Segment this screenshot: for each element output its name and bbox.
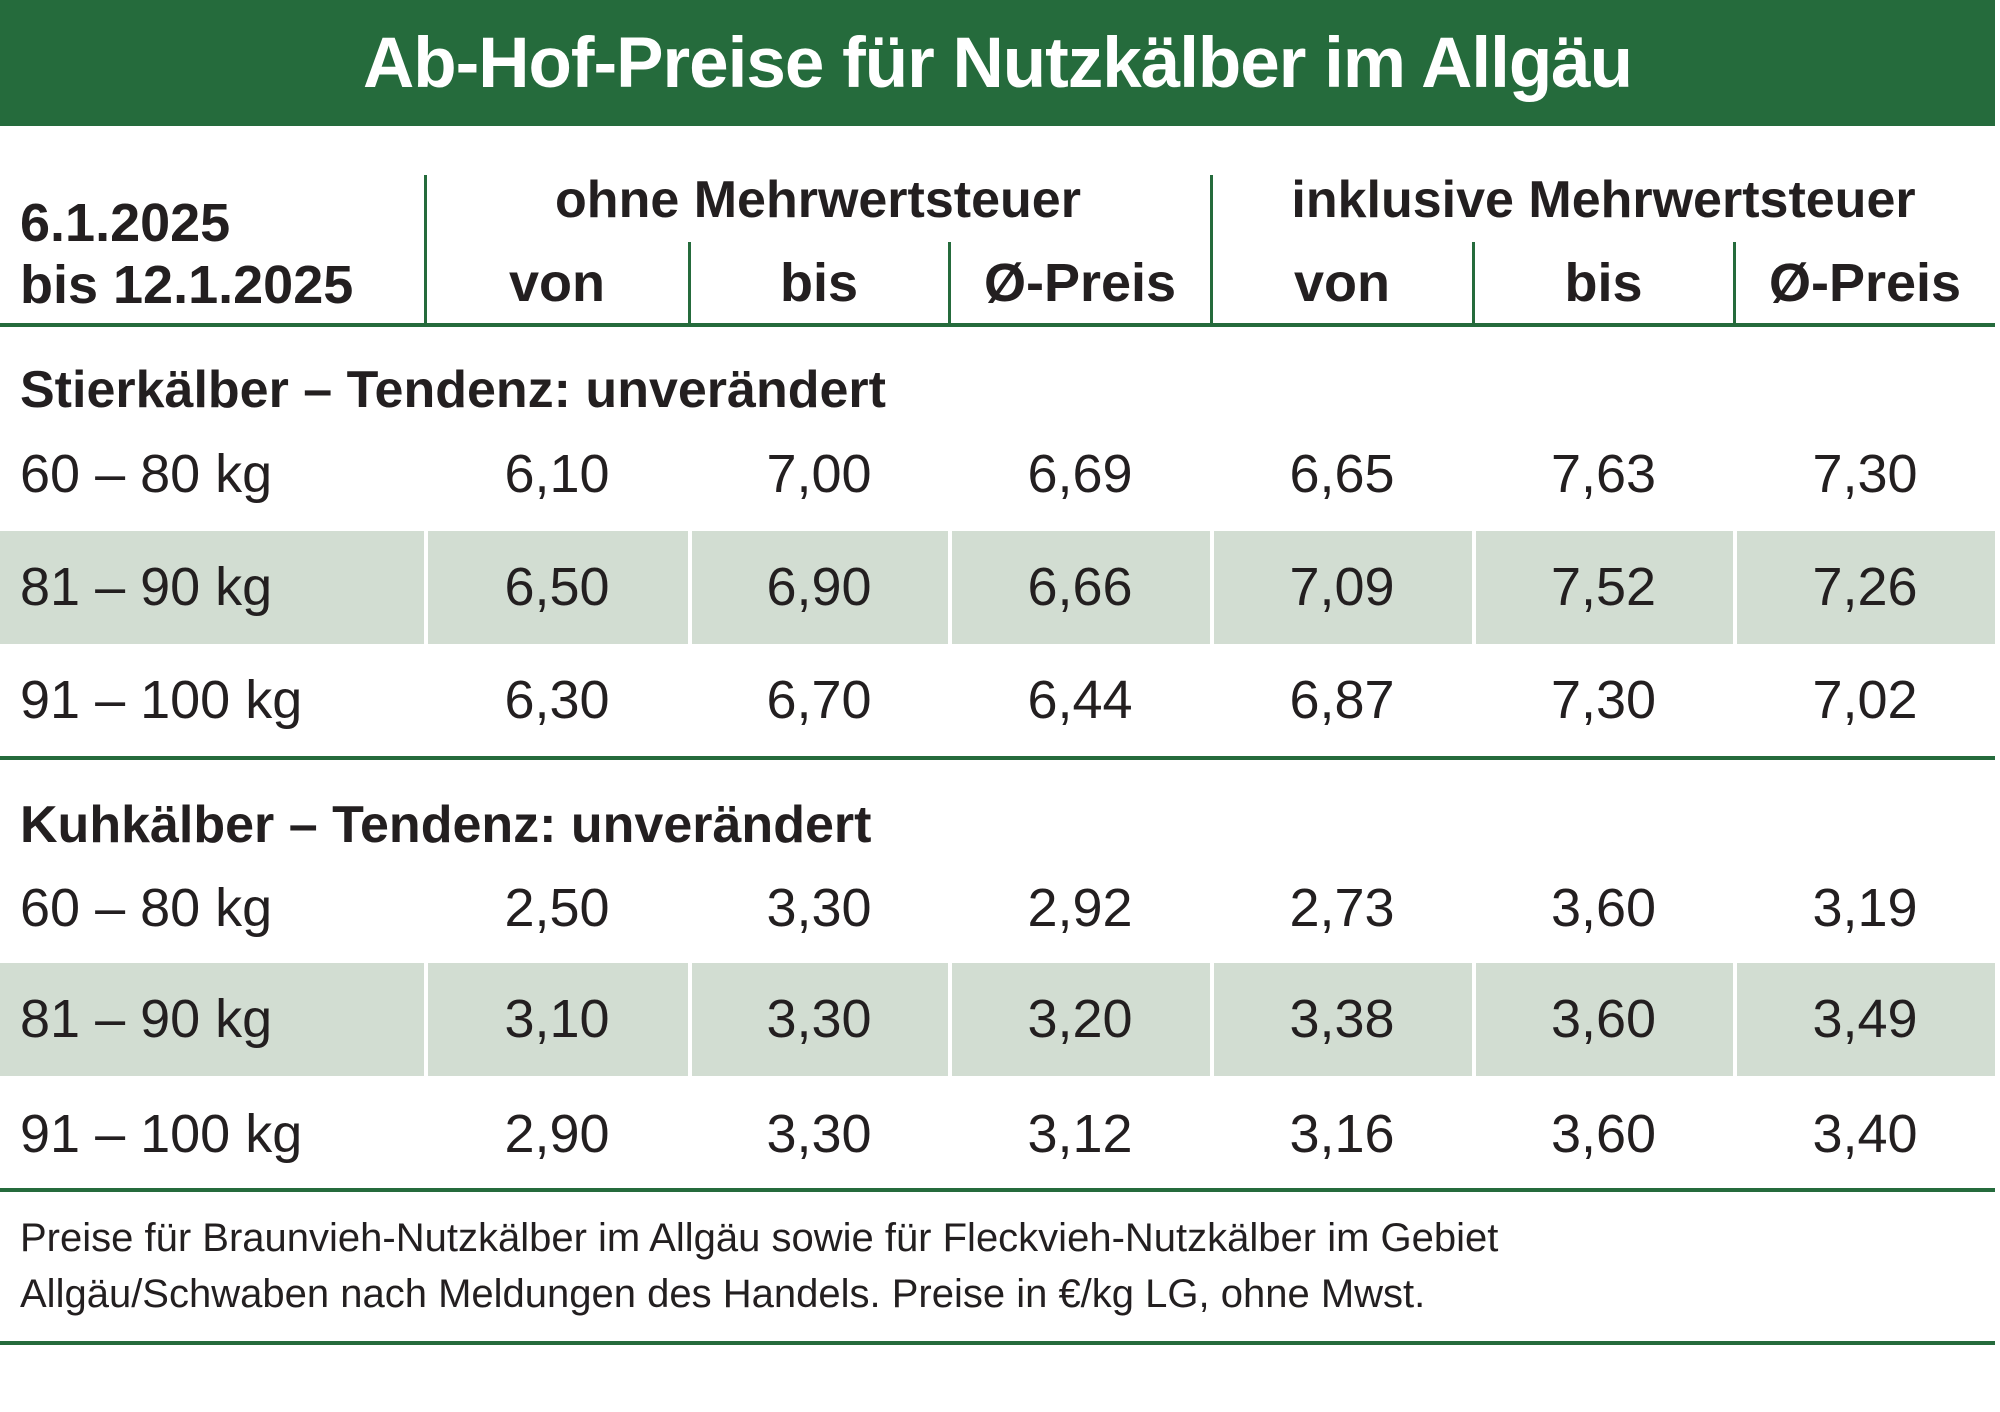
page-title: Ab-Hof-Preise für Nutzkälber im Allgäu	[0, 0, 1995, 126]
price-cell: 6,30	[504, 670, 610, 730]
weight-class-label: 81 – 90 kg	[20, 989, 273, 1049]
footnote-line: Allgäu/Schwaben nach Meldungen des Hande…	[20, 1272, 1426, 1316]
price-cell: 6,50	[504, 557, 610, 617]
price-cell: 3,30	[766, 1104, 872, 1164]
weight-class-label: 60 – 80 kg	[20, 878, 273, 938]
price-cell: 6,69	[1027, 444, 1133, 504]
column-header-avg: Ø-Preis	[1768, 253, 1962, 313]
price-cell: 3,10	[504, 989, 610, 1049]
table-row: 81 – 90 kg 6,50 6,90 6,66 7,09 7,52 7,26	[0, 531, 1995, 644]
column-divider	[1472, 242, 1475, 325]
group-header-without-vat: ohne Mehrwertsteuer	[555, 171, 1081, 229]
table-row: 91 – 100 kg 2,90 3,30 3,12 3,16 3,60 3,4…	[0, 1078, 1995, 1191]
price-cell: 6,44	[1027, 670, 1133, 730]
bottom-rule	[0, 1341, 1995, 1345]
price-cell: 6,65	[1289, 444, 1395, 504]
weight-class-label: 91 – 100 kg	[20, 670, 303, 730]
price-cell: 3,30	[766, 989, 872, 1049]
weight-class-label: 81 – 90 kg	[20, 557, 273, 617]
price-cell: 6,87	[1289, 670, 1395, 730]
period-start: 6.1.2025	[20, 193, 231, 253]
price-cell: 3,19	[1812, 878, 1918, 938]
price-cell: 7,30	[1550, 670, 1657, 730]
column-divider	[948, 242, 951, 325]
column-header-bis: bis	[1564, 253, 1643, 313]
price-cell: 7,09	[1289, 557, 1395, 617]
price-cell: 3,16	[1289, 1104, 1395, 1164]
price-cell: 3,20	[1027, 989, 1133, 1049]
column-divider	[1733, 242, 1736, 325]
weight-class-label: 60 – 80 kg	[20, 444, 273, 504]
price-cell: 7,63	[1550, 444, 1657, 504]
price-cell: 6,70	[766, 670, 872, 730]
price-cell: 3,12	[1027, 1104, 1133, 1164]
price-cell: 2,73	[1289, 878, 1395, 938]
table-row: 60 – 80 kg 6,10 7,00 6,69 6,65 7,63 7,30	[0, 418, 1995, 531]
price-cell: 3,40	[1812, 1104, 1918, 1164]
column-header-avg: Ø-Preis	[983, 253, 1177, 313]
price-cell: 3,60	[1550, 1104, 1657, 1164]
section-heading-stierkaelber: Stierkälber – Tendenz: unverändert	[20, 361, 886, 419]
price-cell: 2,50	[504, 878, 610, 938]
section-heading-kuhkaelber: Kuhkälber – Tendenz: unverändert	[20, 796, 872, 854]
column-header-bis: bis	[779, 253, 859, 313]
column-divider	[424, 175, 427, 325]
price-cell: 3,30	[766, 878, 872, 938]
price-cell: 6,66	[1027, 557, 1133, 617]
column-header-von: von	[508, 253, 605, 313]
period-end: bis 12.1.2025	[20, 255, 354, 315]
column-divider	[688, 242, 691, 325]
price-cell: 6,90	[766, 557, 872, 617]
price-cell: 7,00	[766, 444, 872, 504]
column-header-von: von	[1293, 253, 1390, 313]
footnote-line: Preise für Braunvieh-Nutzkälber im Allgä…	[20, 1216, 1499, 1260]
table-row: 60 – 80 kg 2,50 3,30 2,92 2,73 3,60 3,19	[0, 852, 1995, 965]
price-cell: 3,60	[1550, 878, 1657, 938]
group-header-with-vat: inklusive Mehrwertsteuer	[1291, 171, 1916, 229]
column-divider	[1210, 175, 1213, 325]
price-cell: 2,90	[504, 1104, 610, 1164]
price-cell: 3,60	[1550, 989, 1657, 1049]
price-cell: 2,92	[1027, 878, 1133, 938]
price-cell: 7,30	[1812, 444, 1918, 504]
price-cell: 7,02	[1812, 670, 1918, 730]
price-cell: 6,10	[504, 444, 610, 504]
price-cell: 3,38	[1289, 989, 1395, 1049]
footnote-rule	[0, 1188, 1995, 1192]
price-cell: 3,49	[1812, 989, 1918, 1049]
footnote: Preise für Braunvieh-Nutzkälber im Allgä…	[20, 1210, 1970, 1322]
price-cell: 7,26	[1812, 557, 1918, 617]
weight-class-label: 91 – 100 kg	[20, 1104, 303, 1164]
table-row: 91 – 100 kg 6,30 6,70 6,44 6,87 7,30 7,0…	[0, 644, 1995, 757]
section-rule	[0, 756, 1995, 760]
price-cell: 7,52	[1550, 557, 1657, 617]
table-row: 81 – 90 kg 3,10 3,30 3,20 3,38 3,60 3,49	[0, 963, 1995, 1076]
header-rule	[0, 323, 1995, 327]
